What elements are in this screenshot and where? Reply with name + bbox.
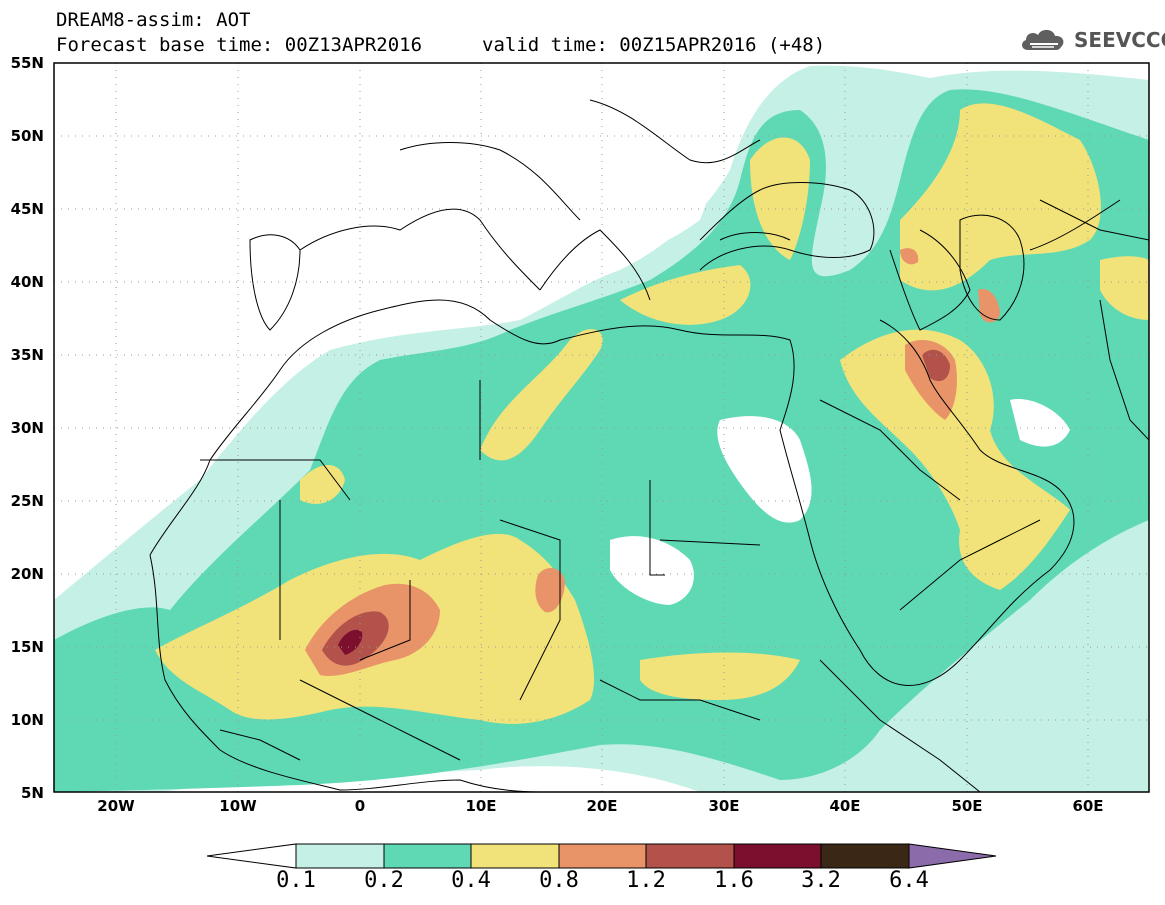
lat-label-25n: 25N [10, 492, 44, 510]
colorbar-bin-5 [645, 843, 735, 869]
colorbar-bin-1 [295, 843, 385, 869]
aot-band-0.4-arabia [840, 329, 1070, 590]
colorbar-label-0.4: 0.4 [451, 868, 491, 893]
lon-label-10w: 10W [219, 797, 257, 815]
lat-label-50n: 50N [10, 127, 44, 145]
colorbar-low-arrow [206, 843, 297, 869]
lat-label-10n: 10N [10, 711, 44, 729]
aot-band-0.4-blacksea [750, 137, 810, 260]
colorbar-bin-3 [470, 843, 560, 869]
colorbar-label-1.6: 1.6 [714, 868, 754, 893]
map-title: DREAM8-assim: AOT [56, 9, 251, 31]
aot-band-0.4-sahara [480, 329, 603, 461]
lon-label-60e: 60E [1072, 797, 1104, 815]
seevccc-logo: SEEVCCC [1018, 26, 1165, 54]
lon-label-40e: 40E [829, 797, 861, 815]
lon-label-10e: 10E [465, 797, 497, 815]
aot-gap-arabia [1010, 399, 1070, 447]
aot-band-0.4-iran [1100, 256, 1149, 320]
colorbar-label-0.8: 0.8 [539, 868, 579, 893]
lat-label-35n: 35N [10, 346, 44, 364]
grid-lines [54, 63, 1149, 792]
lat-label-5n: 5N [21, 784, 44, 802]
lat-label-55n: 55N [10, 54, 44, 72]
lon-label-30e: 30E [708, 797, 740, 815]
aot-band-0.8-chad [535, 568, 565, 613]
colorbar-label-0.1: 0.1 [276, 868, 316, 893]
aot-band-0.4-caspian [900, 103, 1101, 291]
colorbar-high-arrow [908, 843, 997, 869]
aot-field [54, 63, 1149, 792]
colorbar-label-6.4: 6.4 [889, 868, 929, 893]
lat-label-20n: 20N [10, 565, 44, 583]
aot-band-1.6 [338, 629, 363, 655]
colorbar-label-3.2: 3.2 [801, 868, 841, 893]
aot-band-0.8-caucasus [900, 248, 919, 265]
colorbar-bin-7 [820, 843, 910, 869]
forecast-base-time: Forecast base time: 00Z13APR2016 [56, 34, 423, 56]
aot-band-0.4-west [300, 465, 345, 504]
cloud-icon [1022, 29, 1064, 50]
lat-label-30n: 30N [10, 419, 44, 437]
aot-gap-egypt [717, 416, 812, 523]
aot-band-1.2-iraq [922, 349, 950, 382]
colorbar-bin-6 [733, 843, 822, 869]
aot-band-0.4-east [640, 652, 800, 700]
aot-band-0.4-greece [620, 265, 751, 325]
logo-text: SEEVCCC [1074, 28, 1165, 52]
lat-label-45n: 45N [10, 200, 44, 218]
lon-label-20w: 20W [97, 797, 135, 815]
map-frame [53, 62, 1150, 793]
colorbar-bin-4 [558, 843, 647, 869]
aot-gap-libya [610, 536, 694, 605]
lon-label-50e: 50E [951, 797, 983, 815]
aot-band-0.8-caspian [978, 289, 1000, 323]
lat-label-40n: 40N [10, 273, 44, 291]
lon-label-0: 0 [354, 797, 366, 815]
colorbar-label-0.2: 0.2 [364, 868, 404, 893]
coastlines [149, 99, 1149, 792]
aot-gap-europe [54, 63, 740, 450]
colorbar-bin-2 [383, 843, 472, 869]
colorbar [206, 843, 997, 869]
lat-label-15n: 15N [10, 638, 44, 656]
colorbar-label-1.2: 1.2 [626, 868, 666, 893]
lon-label-20e: 20E [586, 797, 618, 815]
valid-time: valid time: 00Z15APR2016 (+48) [482, 34, 826, 56]
